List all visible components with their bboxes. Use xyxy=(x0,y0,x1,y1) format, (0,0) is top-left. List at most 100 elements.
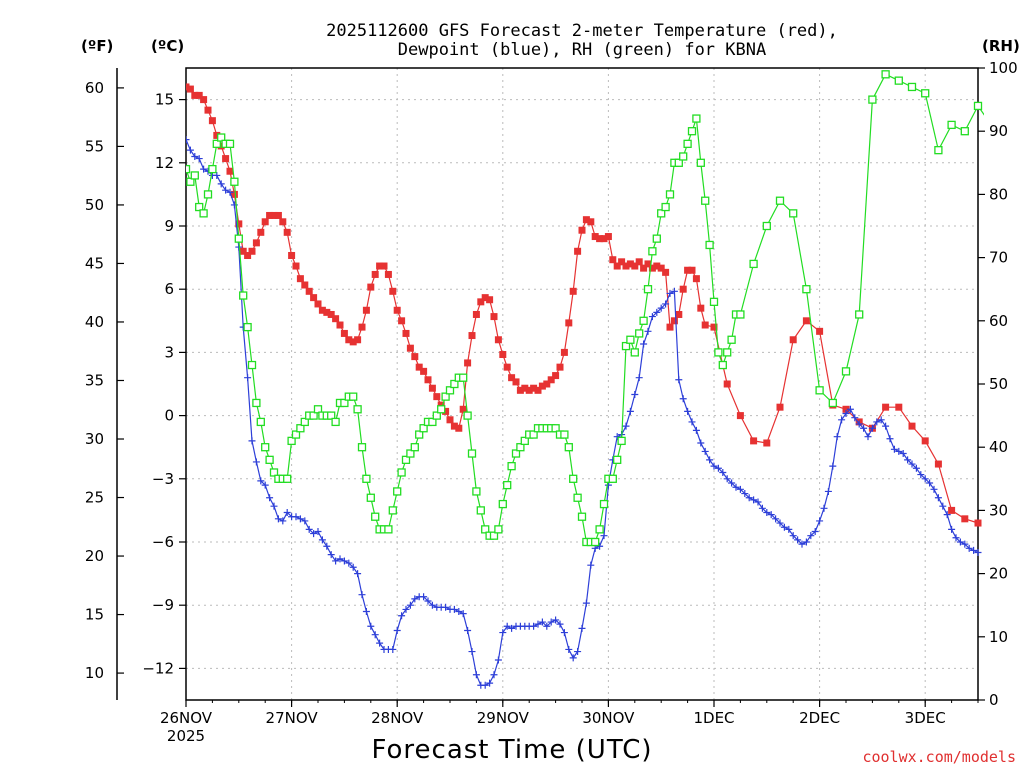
data-point xyxy=(750,496,758,504)
data-point xyxy=(200,96,208,104)
data-point xyxy=(314,300,322,308)
data-point xyxy=(714,464,722,472)
data-point xyxy=(569,287,577,295)
data-point xyxy=(718,360,727,370)
data-point xyxy=(186,164,191,174)
data-point xyxy=(745,494,753,502)
data-point xyxy=(503,622,511,630)
data-point xyxy=(736,310,745,319)
rh-tick-label: 40 xyxy=(989,438,1008,456)
data-point xyxy=(257,228,265,236)
data-point xyxy=(503,480,512,490)
data-point xyxy=(336,555,344,563)
data-point xyxy=(327,411,336,420)
data-point xyxy=(543,380,551,388)
data-point xyxy=(467,449,477,458)
data-point xyxy=(697,304,705,312)
data-point xyxy=(829,462,837,470)
data-point xyxy=(547,376,555,384)
data-point xyxy=(274,515,282,523)
data-point xyxy=(437,405,446,414)
data-point xyxy=(494,656,502,664)
data-point xyxy=(424,376,432,384)
data-point xyxy=(609,256,617,264)
data-point xyxy=(310,294,318,302)
data-point xyxy=(644,260,652,268)
data-point xyxy=(974,549,982,557)
data-point xyxy=(358,591,366,599)
data-point xyxy=(622,422,630,430)
data-point xyxy=(816,327,824,335)
data-point xyxy=(688,418,696,426)
data-point xyxy=(516,386,524,394)
data-point xyxy=(419,424,428,433)
data-point xyxy=(961,540,969,548)
data-point xyxy=(600,532,608,540)
data-point xyxy=(388,506,397,515)
data-point xyxy=(195,202,204,212)
rh-tick-label: 70 xyxy=(989,249,1008,267)
data-point xyxy=(301,281,309,289)
data-point xyxy=(279,218,287,226)
data-point xyxy=(794,536,802,544)
data-point xyxy=(332,557,340,565)
data-point xyxy=(776,403,784,411)
watermark: coolwx.com/models xyxy=(862,748,1016,766)
data-point xyxy=(692,426,700,434)
data-point xyxy=(679,152,688,161)
data-point xyxy=(428,384,436,392)
data-point xyxy=(428,601,436,609)
x-tick-label: 29NOV xyxy=(477,709,530,727)
data-point xyxy=(868,424,876,432)
rh-tick-label: 10 xyxy=(989,628,1008,646)
data-point xyxy=(244,251,252,259)
data-point xyxy=(499,351,507,359)
celsius-tick-label: −3 xyxy=(152,470,174,488)
celsius-tick-label: −6 xyxy=(152,533,174,551)
data-point xyxy=(283,474,292,483)
data-point xyxy=(912,464,920,472)
data-point xyxy=(577,512,587,521)
data-point xyxy=(433,393,441,401)
data-point xyxy=(802,317,810,325)
data-point xyxy=(675,376,683,384)
data-point xyxy=(261,443,270,452)
data-point xyxy=(709,297,719,306)
data-point xyxy=(266,211,274,219)
fahrenheit-tick-label: 30 xyxy=(85,430,104,448)
x-tick-label: 27NOV xyxy=(266,709,319,727)
data-point xyxy=(596,542,604,550)
data-point xyxy=(789,532,797,540)
data-point xyxy=(815,386,824,395)
data-point xyxy=(261,481,269,489)
series-temperature xyxy=(186,83,982,527)
data-point xyxy=(587,218,595,226)
data-point xyxy=(472,487,481,496)
data-point xyxy=(662,300,670,308)
data-point xyxy=(191,152,199,160)
data-point xyxy=(881,70,890,79)
celsius-tick-label: −12 xyxy=(142,659,174,677)
chart-title-line-1: 2025112600 GFS Forecast 2-meter Temperat… xyxy=(326,21,838,41)
data-point xyxy=(530,384,538,392)
data-point xyxy=(662,268,670,276)
data-point xyxy=(895,403,903,411)
data-point xyxy=(789,209,798,218)
data-point xyxy=(948,525,956,533)
data-point xyxy=(697,439,705,447)
data-point xyxy=(907,82,917,92)
celsius-tick-label: 15 xyxy=(155,91,174,109)
data-point xyxy=(723,380,731,388)
data-point xyxy=(186,136,190,144)
data-point xyxy=(750,437,758,445)
data-point xyxy=(494,336,502,344)
data-point xyxy=(653,308,661,316)
data-point xyxy=(490,313,498,321)
data-point xyxy=(371,512,380,521)
data-point xyxy=(868,95,877,104)
data-point xyxy=(291,430,301,439)
data-point xyxy=(873,418,881,426)
data-point xyxy=(613,433,621,441)
data-point xyxy=(384,270,392,278)
data-point xyxy=(674,158,683,167)
